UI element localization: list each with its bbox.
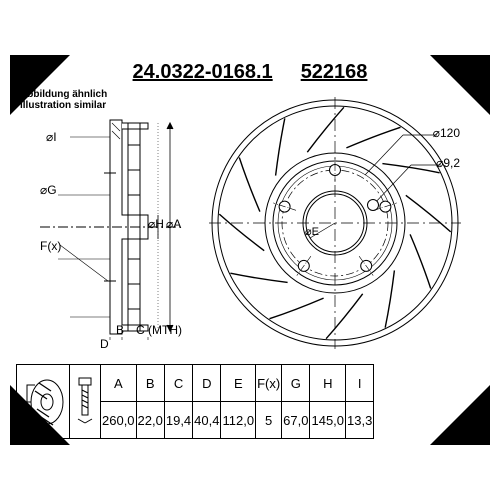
label-Fx: F(x) bbox=[40, 239, 61, 253]
drawing-canvas: 24.0322-0168.1 522168 Abbildung ähnlich … bbox=[10, 55, 490, 445]
bolt-icon bbox=[74, 375, 96, 425]
spec-header-row: A B C D E F(x) G H I bbox=[17, 365, 374, 402]
val-Fx: 5 bbox=[256, 402, 282, 439]
disc-front-view: ⌀120 ⌀9,2 ⌀E bbox=[205, 93, 465, 353]
label-diameter-120: ⌀120 bbox=[433, 126, 460, 140]
label-I: ⌀I bbox=[46, 130, 57, 144]
col-C: C bbox=[164, 365, 192, 402]
label-center-E: ⌀E bbox=[305, 225, 319, 238]
col-B: B bbox=[136, 365, 164, 402]
val-C: 19,4 bbox=[164, 402, 192, 439]
cross-section-drawing: ⌀I ⌀G F(x) B D C (MTH) ⌀H ⌀A bbox=[40, 115, 180, 340]
grooved-disc-icon bbox=[21, 377, 65, 427]
val-E: 112,0 bbox=[221, 402, 256, 439]
note-line-2: illustration similar bbox=[20, 100, 107, 111]
col-I: I bbox=[346, 365, 374, 402]
part-number-alt: 522168 bbox=[301, 61, 368, 84]
col-G: G bbox=[282, 365, 310, 402]
col-D: D bbox=[193, 365, 221, 402]
label-G: ⌀G bbox=[40, 183, 57, 197]
val-H: 145,0 bbox=[310, 402, 346, 439]
val-G: 67,0 bbox=[282, 402, 310, 439]
title-row: 24.0322-0168.1 522168 bbox=[10, 61, 490, 84]
disc-icon-cell bbox=[17, 365, 70, 439]
val-A: 260,0 bbox=[101, 402, 137, 439]
col-Fx: F(x) bbox=[256, 365, 282, 402]
label-A: ⌀A bbox=[166, 217, 181, 231]
note-line-1: Abbildung ähnlich bbox=[20, 89, 107, 100]
label-D: D bbox=[100, 337, 109, 351]
label-B: B bbox=[116, 323, 124, 337]
col-A: A bbox=[101, 365, 137, 402]
bolt-icon-cell bbox=[70, 365, 101, 439]
val-B: 22,0 bbox=[136, 402, 164, 439]
val-D: 40,4 bbox=[193, 402, 221, 439]
illustration-note: Abbildung ähnlich illustration similar bbox=[20, 89, 107, 111]
val-I: 13,3 bbox=[346, 402, 374, 439]
label-screw-92: ⌀9,2 bbox=[436, 156, 460, 170]
label-H: ⌀H bbox=[148, 217, 164, 231]
spec-table: A B C D E F(x) G H I 260,0 22,0 19,4 40,… bbox=[16, 364, 374, 439]
corner-decoration bbox=[430, 385, 490, 445]
part-number-main: 24.0322-0168.1 bbox=[133, 61, 273, 84]
col-H: H bbox=[310, 365, 346, 402]
col-E: E bbox=[221, 365, 256, 402]
label-C: C (MTH) bbox=[136, 323, 182, 337]
